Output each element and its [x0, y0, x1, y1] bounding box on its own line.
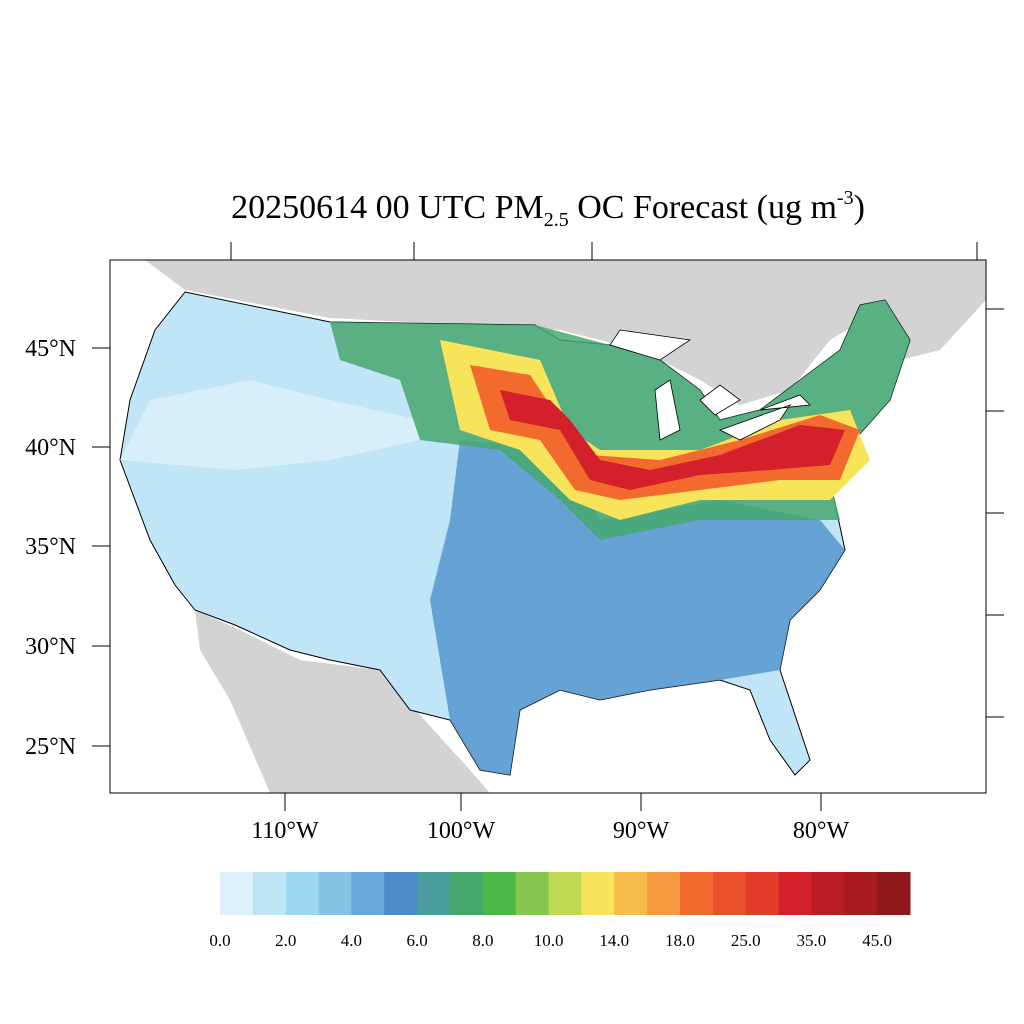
colorbar-swatch — [712, 872, 747, 915]
title-middle: OC Forecast (ug m — [569, 189, 837, 226]
colorbar-swatch — [252, 872, 287, 915]
colorbar-label: 2.0 — [275, 931, 296, 950]
mexico — [195, 610, 490, 793]
title: 20250614 00 UTC PM2.5 OC Forecast (ug m-… — [231, 187, 865, 231]
lat-label: 40°N — [25, 435, 76, 461]
lon-label: 110°W — [251, 818, 319, 844]
lat-label: 45°N — [25, 336, 76, 362]
colorbar-swatch — [417, 872, 451, 915]
colorbar-swatch — [844, 872, 878, 915]
map-area — [110, 260, 986, 793]
frame-ticks — [230, 242, 1004, 718]
colorbar-swatch — [384, 872, 418, 915]
title-sup: -3 — [837, 187, 854, 209]
colorbar-label: 45.0 — [862, 931, 892, 950]
colorbar-swatch — [482, 872, 517, 915]
colorbar-swatch — [285, 872, 320, 915]
lat-label: 25°N — [25, 734, 76, 760]
title-end: ) — [854, 189, 865, 226]
colorbar-swatch — [351, 872, 385, 915]
map-frame — [109, 259, 987, 794]
colorbar-swatch — [581, 872, 615, 915]
lat-label: 35°N — [25, 534, 76, 560]
colorbar-label: 10.0 — [534, 931, 564, 950]
colorbar-label: 4.0 — [341, 931, 362, 950]
colorbar-label: 0.0 — [209, 931, 230, 950]
colorbar-label: 8.0 — [472, 931, 493, 950]
colorbar-label: 14.0 — [599, 931, 629, 950]
lon-label: 100°W — [427, 818, 496, 844]
great-lakes — [609, 329, 811, 441]
colorbar-swatch — [220, 872, 254, 915]
colorbar-label: 35.0 — [797, 931, 827, 950]
colorbar-label: 25.0 — [731, 931, 761, 950]
colorbar-swatch — [680, 872, 714, 915]
colorbar-swatch — [745, 872, 780, 915]
region-southeast — [430, 440, 845, 775]
colorbar-swatch — [450, 872, 484, 915]
colorbar-label: 6.0 — [407, 931, 428, 950]
canada — [145, 260, 986, 405]
lat-label: 30°N — [25, 634, 76, 660]
colorbar-swatch — [778, 872, 812, 915]
colorbar-swatch — [647, 872, 681, 915]
lon-label: 80°W — [793, 818, 850, 844]
title-main: 20250614 00 UTC PM — [231, 189, 544, 226]
colorbar-swatch — [877, 872, 911, 915]
region-west — [120, 380, 420, 470]
colorbar-swatch — [318, 872, 352, 915]
region-red — [500, 390, 845, 490]
lon-label: 90°W — [613, 818, 670, 844]
title-sub: 2.5 — [544, 209, 569, 231]
colorbar-swatch — [515, 872, 550, 915]
colorbar-swatch — [811, 872, 845, 915]
colorbar-swatch — [548, 872, 582, 915]
colorbar-label: 18.0 — [665, 931, 695, 950]
colorbar-swatch — [614, 872, 648, 915]
